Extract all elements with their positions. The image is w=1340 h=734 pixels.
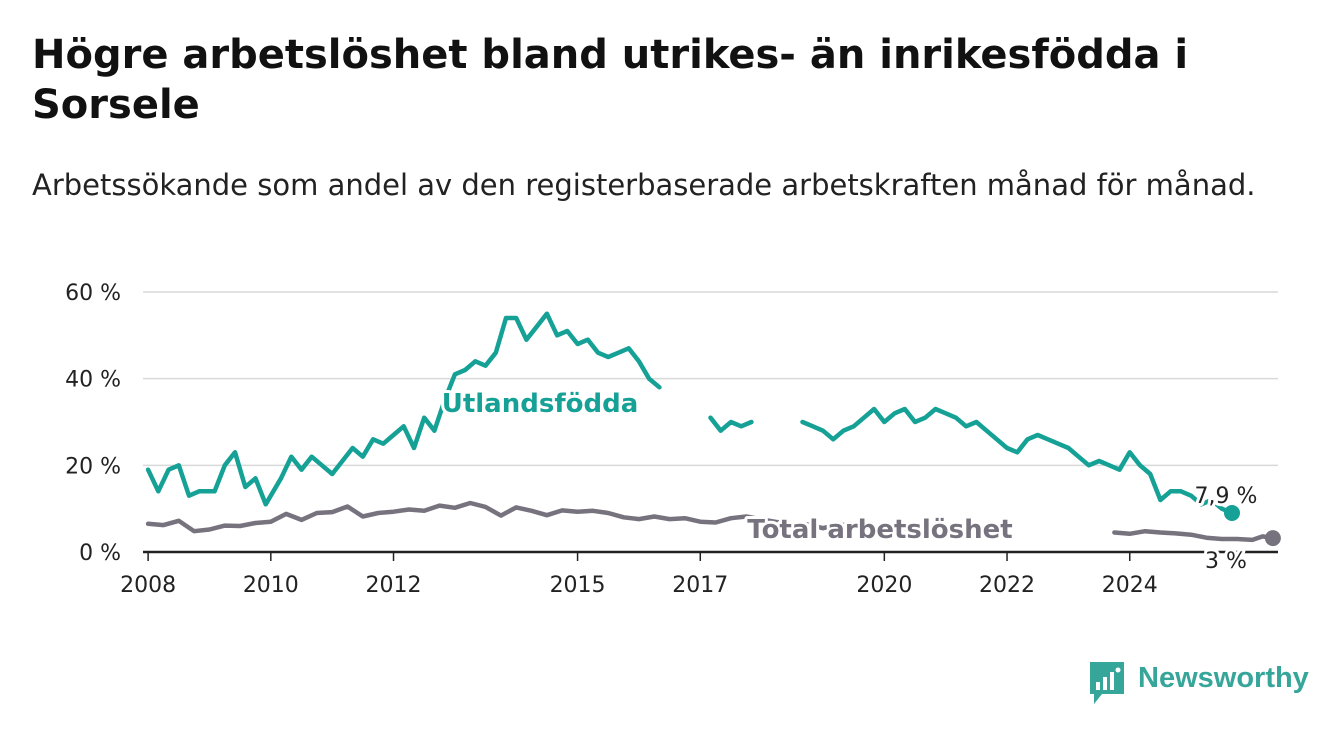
- y-tick-label: 0 %: [79, 541, 121, 566]
- line-chart: 0 % 20 % 40 % 60 % 2008 2010 2012 2015 2017 2020…: [65, 281, 1281, 598]
- series-line-utlandsfodda: [145, 311, 1235, 516]
- x-axis-ticks: 2008 2010 2012 2015 2017 2020 2022 2024: [120, 552, 1158, 598]
- y-axis-ticks: 0 % 20 % 40 % 60 %: [65, 281, 121, 566]
- x-tick-label: 2022: [979, 573, 1035, 598]
- brand-name: Newsworthy: [1138, 662, 1309, 694]
- newsworthy-logo: Newsworthy: [1088, 660, 1318, 706]
- x-tick-label: 2024: [1102, 573, 1158, 598]
- x-tick-label: 2017: [672, 573, 728, 598]
- x-tick-label: 2015: [550, 573, 606, 598]
- series-endpoint-utlandsfodda: [1223, 505, 1240, 521]
- x-tick-label: 2010: [243, 573, 299, 598]
- series-label-utlandsfodda: Utlandsfödda: [442, 389, 639, 419]
- y-tick-label: 20 %: [65, 454, 121, 479]
- series-endpoint-total-arbetsloshet: [1264, 530, 1281, 547]
- series-labels: Utlandsfödda Total arbetslöshet 7,9 % 3 %: [439, 386, 1261, 577]
- series-label-total-arbetsloshet: Total arbetslöshet: [747, 515, 1012, 545]
- y-tick-label: 60 %: [65, 281, 121, 306]
- end-value-total-arbetsloshet: 3 %: [1205, 549, 1247, 574]
- series-line-total-arbetsloshet: [145, 500, 1276, 543]
- y-tick-label: 40 %: [65, 368, 121, 393]
- chart-subtitle: Arbetssökande som andel av den registerb…: [32, 168, 1256, 202]
- newsworthy-icon: [1090, 662, 1124, 704]
- x-tick-label: 2012: [366, 573, 422, 598]
- end-value-utlandsfodda: 7,9 %: [1195, 484, 1258, 509]
- chart-title: Högre arbetslöshet bland utrikes- än inr…: [32, 32, 1189, 128]
- x-tick-label: 2008: [120, 573, 176, 598]
- series-lines: [145, 311, 1281, 547]
- x-tick-label: 2020: [856, 573, 912, 598]
